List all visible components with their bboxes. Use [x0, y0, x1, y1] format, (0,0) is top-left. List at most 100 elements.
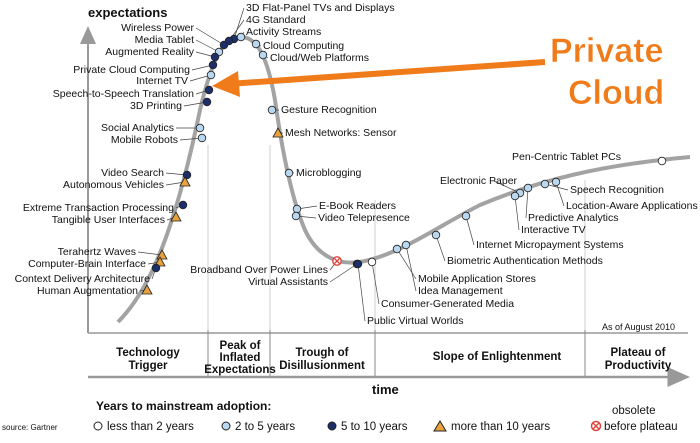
tech-label: Electronic Paper [440, 175, 518, 187]
tech-marker-lightblue [251, 39, 261, 49]
tech-marker-lightblue [197, 133, 207, 143]
tech-label: 4G Standard [246, 14, 306, 26]
tech-label: Speech-to-Speech Translation [53, 88, 194, 100]
phase-label: Trigger [129, 360, 169, 372]
tech-marker-lightblue [258, 50, 268, 60]
tech-label: Terahertz Waves [58, 246, 136, 258]
tech-label: Extreme Transaction Processing [23, 202, 174, 214]
legend-label: before plateau [604, 421, 678, 433]
leader-line [493, 180, 521, 194]
tech-marker-lightblue [523, 183, 533, 193]
tech-marker-lightblue [540, 179, 550, 189]
tech-label: Mobile Robots [111, 134, 178, 146]
tech-label: E-Book Readers [319, 200, 396, 212]
leader-line [396, 248, 417, 280]
phase-label: Slope of Enlightenment [433, 351, 562, 363]
tech-marker-lightblue [392, 244, 402, 254]
tech-label: Consumer-Generated Media [381, 298, 514, 310]
legend-marker-triangle [433, 420, 447, 432]
leader-line [195, 39, 220, 53]
legend-marker-lightblue [221, 421, 231, 431]
tech-label: 3D Printing [130, 100, 182, 112]
tech-marker-triangle [170, 211, 182, 222]
tech-label: Video Search [101, 167, 164, 179]
tech-marker-lightblue [551, 177, 561, 187]
tech-label: Wireless Power [121, 22, 194, 34]
legend-label: obsolete [612, 405, 655, 417]
tech-marker-obsolete [332, 256, 342, 266]
tech-marker-navy [219, 40, 229, 50]
leader-line [329, 263, 358, 283]
tech-label: Activity Streams [246, 26, 321, 38]
callout-line1: Private [550, 32, 663, 70]
tech-marker-triangle [154, 256, 166, 267]
tech-marker-white [657, 156, 667, 166]
phase-label: Plateau of [611, 347, 666, 359]
tech-marker-navy [178, 200, 188, 210]
leader-line [137, 251, 163, 256]
tech-label: Tangible User Interfaces [52, 214, 165, 226]
legend-marker-navy [327, 421, 337, 431]
tech-marker-lightblue [206, 70, 216, 80]
leader-line [465, 215, 475, 246]
legend-marker-obsolete [590, 420, 602, 432]
legend-label: less than 2 years [107, 421, 194, 433]
tech-label: Mesh Networks: Sensor [285, 127, 397, 139]
tech-marker-lightblue [292, 204, 302, 214]
leader-line [405, 244, 417, 292]
tech-marker-triangle [179, 176, 191, 187]
tech-label: Internet TV [136, 75, 188, 87]
tech-label: Internet Micropayment Systems [476, 239, 624, 251]
phase-label: Peak of [220, 340, 261, 352]
tech-label: Location-Aware Applications [566, 200, 698, 212]
tech-marker-lightblue [431, 230, 441, 240]
source-note: source: Gartner [2, 423, 58, 432]
tech-label: Virtual Assistants [248, 276, 328, 288]
leader-line [435, 234, 446, 262]
tech-label: Idea Management [418, 285, 503, 297]
tech-label: Augmented Reality [105, 46, 194, 58]
legend-title: Years to mainstream adoption: [96, 399, 271, 413]
tech-label: Autonomous Vehicles [63, 179, 164, 191]
phase-label: Inflated [220, 352, 261, 364]
tech-label: Biometric Authentication Methods [447, 255, 603, 267]
tech-marker-lightblue [195, 123, 205, 133]
tech-label: Video Telepresence [318, 212, 410, 224]
tech-label: 3D Flat-Panel TVs and Displays [246, 2, 395, 14]
x-axis-label: time [372, 382, 399, 397]
tech-marker-triangle [272, 127, 284, 138]
tech-marker-navy [151, 263, 161, 273]
legend-label: 5 to 10 years [341, 421, 408, 433]
tech-label: Cloud Computing [263, 40, 344, 52]
tech-marker-lightblue [401, 240, 411, 250]
leader-line [371, 261, 380, 305]
tech-marker-navy [210, 52, 220, 62]
tech-label: Computer-Brain Interface [28, 258, 146, 270]
leader-line [195, 27, 225, 46]
technology-markers [137, 7, 667, 322]
phase-label: Productivity [605, 360, 672, 372]
legend-marker-white [93, 421, 103, 431]
phase-label: Trough of [295, 347, 348, 359]
tech-label: Speech Recognition [570, 184, 664, 196]
tech-marker-white [367, 257, 377, 267]
phase-label: Expectations [204, 364, 276, 376]
tech-label: Cloud/Web Platforms [270, 52, 369, 64]
callout-arrow [227, 59, 546, 87]
phase-label: Technology [116, 347, 180, 359]
tech-marker-navy [204, 85, 214, 95]
callout-line2: Cloud [568, 74, 664, 112]
leader-line [233, 7, 245, 40]
leader-line [357, 263, 366, 322]
phase-label: Disillusionment [279, 360, 365, 372]
tech-label: Mobile Application Stores [418, 273, 536, 285]
tech-marker-lightblue [461, 211, 471, 221]
tech-label: Public Virtual Worlds [367, 315, 463, 327]
tech-label: Predictive Analytics [528, 212, 618, 224]
tech-marker-lightblue [510, 191, 520, 201]
tech-label: Interactive TV [521, 224, 586, 236]
leader-line [525, 187, 529, 219]
tech-marker-navy [208, 60, 218, 70]
tech-label: Human Augmentation [37, 285, 138, 297]
